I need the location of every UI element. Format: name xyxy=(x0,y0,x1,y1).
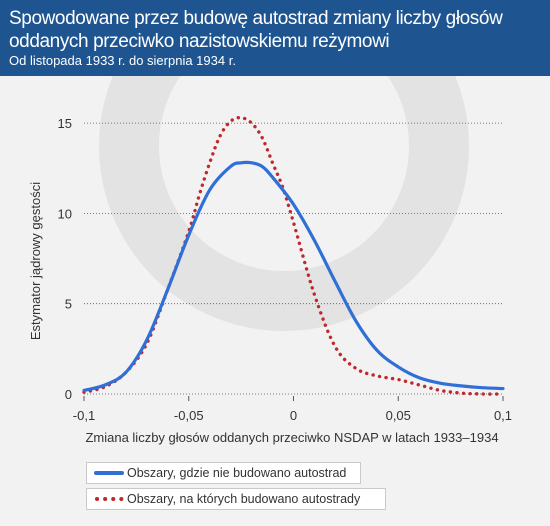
axes: 0 5 10 15 -0,1 -0,05 0 0,05 0,1 xyxy=(58,116,513,423)
grid-lines xyxy=(84,122,503,305)
series-line-no-highways xyxy=(82,160,505,392)
x-tick-label: -0,1 xyxy=(73,408,95,423)
x-tick-label: -0,05 xyxy=(174,408,204,423)
legend-label: Obszary, gdzie nie budowano autostrad xyxy=(127,466,347,480)
legend-item-no-highways: Obszary, gdzie nie budowano autostrad xyxy=(86,462,361,484)
x-tick-label: 0,05 xyxy=(386,408,411,423)
y-tick-label: 0 xyxy=(65,387,72,402)
legend-item-highways: Obszary, na których budowano autostrady xyxy=(86,488,386,510)
plot-background xyxy=(0,76,550,526)
series-lines xyxy=(82,115,505,396)
chart-subtitle: Od listopada 1933 r. do sierpnia 1934 r. xyxy=(9,53,236,68)
x-tick-label: 0,1 xyxy=(494,408,512,423)
legend-swatch-solid xyxy=(94,471,124,475)
x-axis-label: Zmiana liczby głosów oddanych przeciwko … xyxy=(85,430,498,445)
series-line-highways xyxy=(82,115,505,396)
legend-swatch-dotted xyxy=(95,497,124,501)
chart-header: Spowodowane przez budowę autostrad zmian… xyxy=(0,0,550,76)
legend-label: Obszary, na których budowano autostrady xyxy=(127,492,361,506)
chart-title: Spowodowane przez budowę autostrad zmian… xyxy=(9,8,503,52)
x-tick-label: 0 xyxy=(290,408,297,423)
y-tick-label: 15 xyxy=(58,116,72,131)
density-chart: 0 5 10 15 -0,1 -0,05 0 0,05 0,1 Zmiana liczby gł… xyxy=(28,76,513,445)
y-axis-label: Estymator jądrowy gęstości xyxy=(28,182,43,340)
y-tick-label: 10 xyxy=(58,206,72,221)
y-tick-label: 5 xyxy=(65,297,72,312)
watermark-logo xyxy=(99,76,469,331)
